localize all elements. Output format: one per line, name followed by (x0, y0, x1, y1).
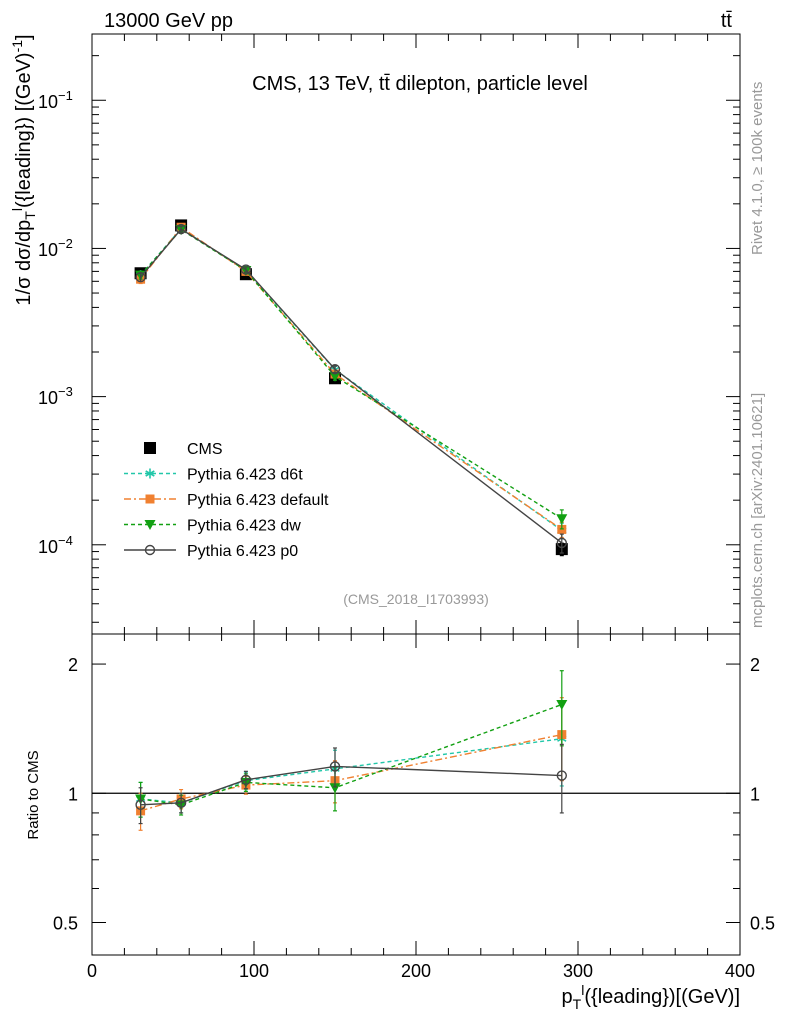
energy-label: 13000 GeV pp (104, 10, 233, 32)
main-series-line (140, 228, 563, 520)
ratio-y-tick-label-right: 0.5 (750, 913, 775, 933)
main-series-pythia-6-423-p0 (135, 223, 567, 554)
ratio-series-line (140, 738, 562, 804)
main-data-point (556, 514, 568, 525)
x-tick-label: 100 (239, 961, 269, 981)
y-tick-label-1e-3: 10−3 (38, 384, 73, 408)
ratio-series-line (140, 765, 562, 806)
ratio-y-axis-label: Ratio to CMS (25, 750, 42, 839)
main-data-point (329, 364, 341, 375)
ratio-series-pythia-6-423-p0 (135, 743, 567, 825)
main-series-line (140, 227, 563, 531)
ratio-y-tick-label: 2 (68, 655, 78, 675)
x-tick-label: 200 (401, 961, 431, 981)
legend-label: Pythia 6.423 dw (187, 518, 301, 535)
ratio-data-point (240, 774, 252, 785)
ratio-data-point (175, 797, 187, 809)
main-data-point (329, 371, 341, 382)
analysis-id: (CMS_2018_I1703993) (343, 591, 489, 607)
y-tick-label-1e-2: 10−2 (38, 236, 73, 260)
rivet-label: Rivet 4.1.0, ≥ 100k events (749, 82, 766, 255)
ratio-panel-frame (91, 633, 741, 956)
legend-item: CMS (144, 441, 223, 458)
mcplots-label: mcplots.cern.ch [arXiv:2401.10621] (749, 393, 766, 628)
x-tick-label: 400 (725, 961, 755, 981)
ratio-data-point (556, 770, 567, 781)
x-tick-label: 300 (563, 961, 593, 981)
legend-marker (145, 468, 155, 479)
ratio-y-tick-label: 0.5 (53, 913, 78, 933)
main-series-group (134, 219, 568, 557)
main-data-point (556, 537, 567, 549)
y-tick-label-1e-1: 10−1 (38, 88, 73, 112)
legend-label: CMS (187, 441, 223, 458)
legend-marker (144, 442, 156, 454)
process-label: tt̄ (721, 10, 733, 32)
legend-item: Pythia 6.423 p0 (124, 543, 298, 560)
ratio-y-tick-label: 1 (68, 784, 78, 804)
ratio-data-point (135, 799, 146, 811)
main-series-line (140, 226, 563, 530)
legend-item: Pythia 6.423 dw (124, 518, 301, 535)
main-data-point (135, 271, 146, 283)
axis-ticks (91, 34, 741, 955)
y-tick-label-1e-4: 10−4 (38, 533, 73, 557)
axis-tick-labels: 0 100 200 300 400 0.5 0.5 1 1 2 2 (53, 655, 775, 981)
legend-label: Pythia 6.423 default (187, 492, 329, 509)
main-series-pythia-6-423-default (136, 222, 567, 539)
main-data-point (240, 264, 252, 275)
x-axis-label: pTl({leading})[(GeV)] (562, 982, 740, 1012)
legend-label: Pythia 6.423 d6t (187, 467, 303, 484)
main-y-axis-label: 1/σ dσ/dpTl({leading}) [(GeV)-1] (9, 34, 38, 305)
ratio-y-tick-label-right: 1 (750, 784, 760, 804)
svg-text:1/σ dσ/dpTl({leading}) [(GeV)-: 1/σ dσ/dpTl({leading}) [(GeV)-1] (9, 34, 38, 305)
ratio-series-pythia-6-423-d6t (135, 700, 567, 818)
x-tick-label: 0 (87, 961, 97, 981)
ratio-data-point (329, 783, 341, 794)
legend-label: Pythia 6.423 p0 (187, 543, 298, 560)
legend-marker (144, 520, 156, 530)
ratio-series-group (92, 670, 740, 831)
ratio-data-point (329, 761, 341, 772)
legend: CMS Pythia 6.423 d6t Pythia 6.423 default P… (124, 441, 329, 560)
legend-item: Pythia 6.423 default (124, 492, 329, 509)
legend-marker (145, 494, 155, 504)
main-y-tick-labels: 10−4 10−3 10−2 10−1 (38, 88, 73, 557)
legend-marker (144, 544, 156, 556)
legend-item: Pythia 6.423 d6t (124, 467, 303, 484)
main-data-point (175, 223, 187, 235)
ratio-data-point (556, 700, 568, 711)
ratio-series-line (140, 703, 563, 806)
main-title: CMS, 13 TeV, tt̄ dilepton, particle leve… (252, 73, 588, 95)
ratio-series-pythia-6-423-default (136, 697, 567, 831)
ratio-y-tick-label-right: 2 (750, 655, 760, 675)
